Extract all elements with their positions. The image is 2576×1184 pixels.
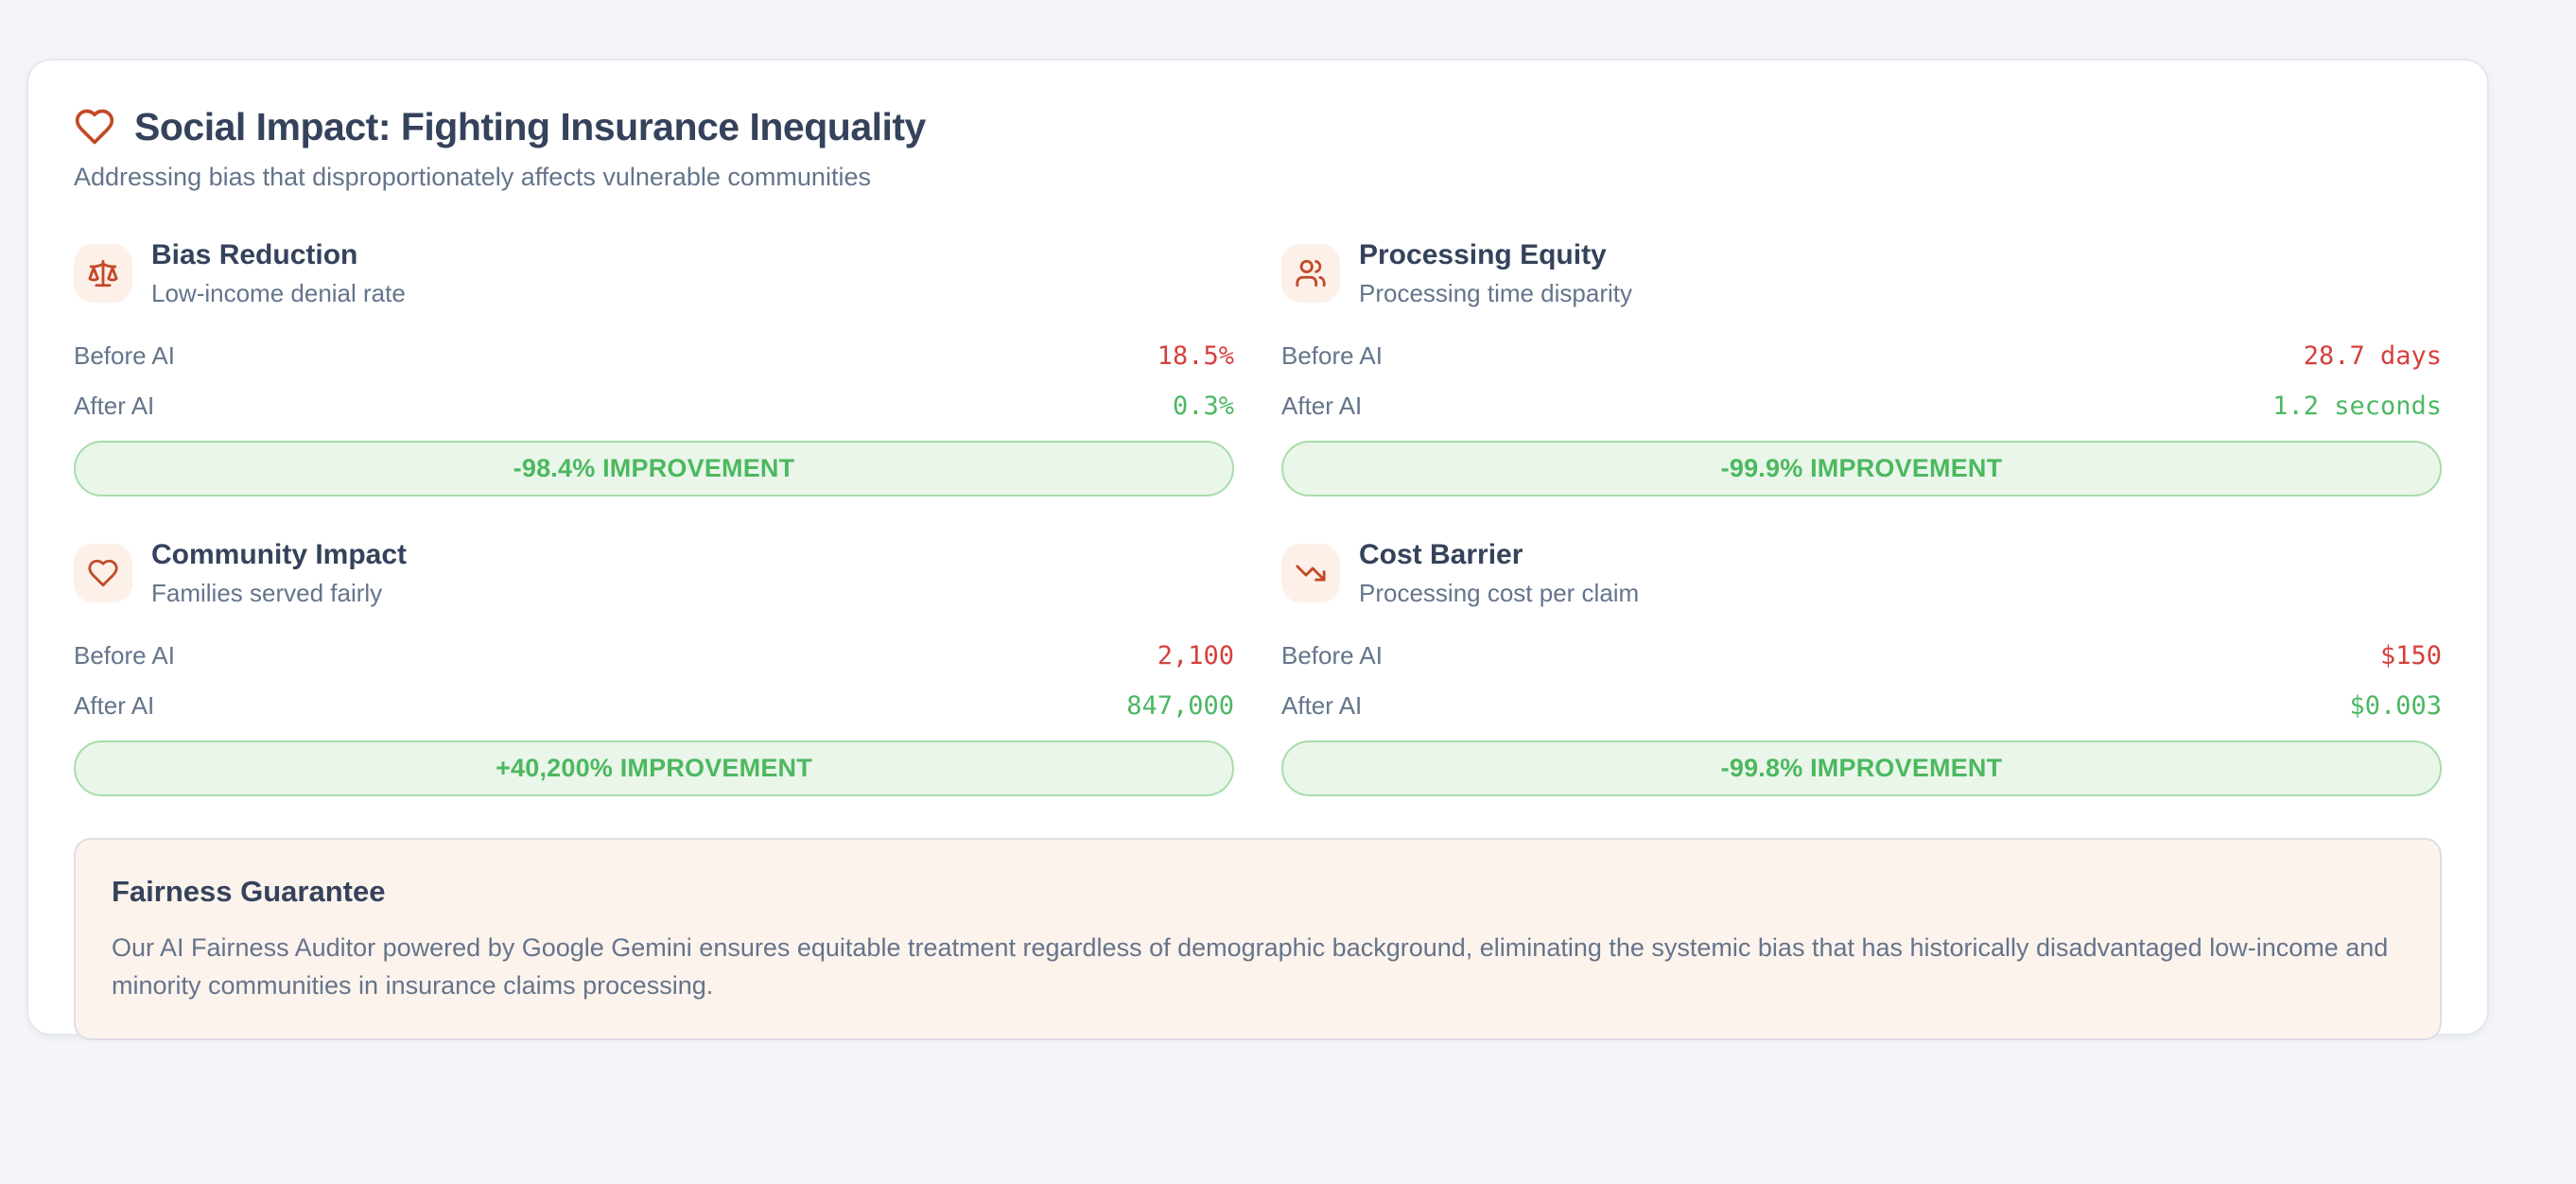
- metric-subtitle: Processing time disparity: [1359, 279, 1632, 307]
- metric-rows: Before AI $150 After AI $0.003: [1281, 631, 2442, 731]
- trending-down-icon: [1296, 565, 1326, 582]
- before-label: Before AI: [74, 341, 175, 370]
- improvement-badge: +40,200% IMPROVEMENT: [74, 740, 1234, 796]
- metric-header: Community Impact Families served fairly: [74, 538, 1234, 608]
- after-row: After AI 1.2 seconds: [1281, 381, 2442, 431]
- metric-heading: Community Impact Families served fairly: [151, 538, 407, 608]
- after-label: After AI: [74, 392, 155, 420]
- metric-title: Bias Reduction: [151, 239, 358, 270]
- metric-title: Community Impact: [151, 539, 408, 570]
- before-value: $150: [2379, 641, 2442, 670]
- metric-subtitle: Low-income denial rate: [151, 279, 406, 307]
- metric-card-community-impact: Community Impact Families served fairly …: [74, 538, 1234, 796]
- before-value: 18.5%: [1157, 341, 1234, 371]
- metric-heading: Cost Barrier Processing cost per claim: [1359, 538, 1639, 608]
- metric-card-bias-reduction: Bias Reduction Low-income denial rate Be…: [74, 238, 1234, 496]
- icon-badge: [1281, 244, 1340, 303]
- before-value: 28.7 days: [2303, 341, 2442, 371]
- after-row: After AI 847,000: [74, 681, 1234, 731]
- metric-rows: Before AI 28.7 days After AI 1.2 seconds: [1281, 331, 2442, 431]
- before-label: Before AI: [1281, 641, 1383, 670]
- fairness-title: Fairness Guarantee: [112, 875, 386, 908]
- improvement-badge: -99.8% IMPROVEMENT: [1281, 740, 2442, 796]
- before-row: Before AI 2,100: [74, 631, 1234, 681]
- metric-rows: Before AI 2,100 After AI 847,000: [74, 631, 1234, 731]
- metric-title: Cost Barrier: [1359, 539, 1523, 570]
- metric-subtitle: Processing cost per claim: [1359, 579, 1640, 607]
- metric-card-cost-barrier: Cost Barrier Processing cost per claim B…: [1281, 538, 2442, 796]
- after-label: After AI: [74, 691, 155, 720]
- metric-rows: Before AI 18.5% After AI 0.3%: [74, 331, 1234, 431]
- fairness-body: Our AI Fairness Auditor powered by Googl…: [112, 933, 2389, 1000]
- fairness-guarantee-panel: Fairness Guarantee Our AI Fairness Audit…: [74, 838, 2442, 1040]
- after-label: After AI: [1281, 691, 1363, 720]
- after-value: 847,000: [1126, 691, 1234, 721]
- improvement-badge: -98.4% IMPROVEMENT: [74, 441, 1234, 496]
- before-value: 2,100: [1157, 641, 1234, 670]
- users-icon: [1296, 259, 1326, 287]
- before-label: Before AI: [74, 641, 175, 670]
- after-row: After AI 0.3%: [74, 381, 1234, 431]
- icon-badge: [74, 544, 132, 602]
- scale-icon: [88, 259, 118, 287]
- heart-icon: [75, 109, 114, 145]
- before-row: Before AI 18.5%: [74, 331, 1234, 381]
- after-row: After AI $0.003: [1281, 681, 2442, 731]
- page-subtitle: Addressing bias that disproportionately …: [74, 163, 871, 191]
- before-row: Before AI 28.7 days: [1281, 331, 2442, 381]
- after-value: 1.2 seconds: [2272, 392, 2442, 421]
- metric-card-processing-equity: Processing Equity Processing time dispar…: [1281, 238, 2442, 496]
- metric-title: Processing Equity: [1359, 239, 1607, 270]
- page-title: Social Impact: Fighting Insurance Inequa…: [134, 105, 926, 148]
- social-impact-card: Social Impact: Fighting Insurance Inequa…: [26, 59, 2489, 1040]
- metric-header: Processing Equity Processing time dispar…: [1281, 238, 2442, 308]
- metric-subtitle: Families served fairly: [151, 579, 383, 607]
- icon-badge: [1281, 544, 1340, 602]
- heart-icon: [88, 559, 118, 587]
- improvement-badge: -99.9% IMPROVEMENT: [1281, 441, 2442, 496]
- metric-heading: Processing Equity Processing time dispar…: [1359, 238, 1632, 308]
- metric-header: Cost Barrier Processing cost per claim: [1281, 538, 2442, 608]
- metric-header: Bias Reduction Low-income denial rate: [74, 238, 1234, 308]
- after-label: After AI: [1281, 392, 1363, 420]
- before-row: Before AI $150: [1281, 631, 2442, 681]
- after-value: $0.003: [2349, 691, 2442, 721]
- metrics-grid: Bias Reduction Low-income denial rate Be…: [74, 238, 2442, 796]
- metric-heading: Bias Reduction Low-income denial rate: [151, 238, 406, 308]
- icon-badge: [74, 244, 132, 303]
- after-value: 0.3%: [1172, 392, 1234, 421]
- page-header: Social Impact: Fighting Insurance Inequa…: [74, 104, 2442, 149]
- before-label: Before AI: [1281, 341, 1383, 370]
